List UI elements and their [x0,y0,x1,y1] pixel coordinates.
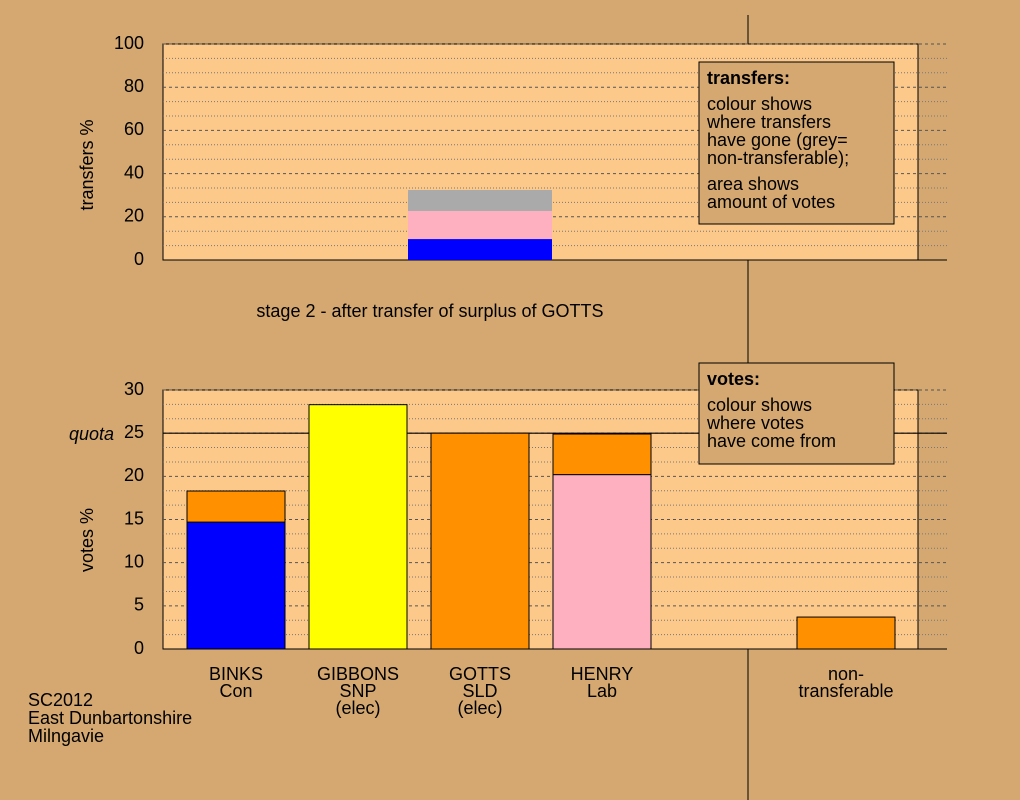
legend-text: where transfers [706,112,831,132]
legend-text: amount of votes [707,192,835,212]
legend-text: area shows [707,174,799,194]
footer-text: SC2012 [28,690,93,710]
bar-segment [186,490,286,523]
y-tick-label: 5 [134,595,144,615]
y-tick-label: 100 [114,33,144,53]
y-tick-label: 20 [124,465,144,485]
x-tick-label: non- [828,664,864,684]
x-tick-label: HENRY [571,664,634,684]
quota-label: quota [69,424,114,444]
x-tick-label: SLD [462,681,497,701]
bar-segment [552,474,652,650]
y-axis-label: transfers % [77,119,97,210]
y-tick-label: 40 [124,162,144,182]
legend-box [698,362,895,465]
y-tick-label: 30 [124,379,144,399]
legend-title: transfers: [707,68,790,88]
bar-segment [552,433,652,476]
footer-text: Milngavie [28,726,104,746]
legend-text: colour shows [707,395,812,415]
legend-text: colour shows [707,94,812,114]
bar-segment [408,190,552,211]
bar-segment [308,404,408,650]
y-tick-label: 0 [134,638,144,658]
y-tick-label: 60 [124,119,144,139]
x-tick-label: SNP [339,681,376,701]
legend-text: have gone (grey= [707,130,848,150]
x-tick-label: transferable [798,681,893,701]
legend-text: where votes [706,413,804,433]
x-tick-label: GOTTS [449,664,511,684]
y-axis-label: votes % [77,508,97,572]
x-tick-label: (elec) [335,698,380,718]
x-tick-label: Con [219,681,252,701]
footer-text: East Dunbartonshire [28,708,192,728]
x-tick-label: GIBBONS [317,664,399,684]
bar-segment [186,521,286,650]
y-tick-label: 80 [124,76,144,96]
y-tick-label: 0 [134,249,144,269]
x-tick-label: Lab [587,681,617,701]
legend-text: have come from [707,431,836,451]
y-tick-label: 25 [124,422,144,442]
legend-box [698,61,895,225]
bar-segment [796,616,896,650]
y-tick-label: 10 [124,551,144,571]
legend-title: votes: [707,369,760,389]
bar-segment [408,239,552,260]
x-tick-label: BINKS [209,664,263,684]
bar-segment [408,210,552,240]
y-tick-label: 15 [124,508,144,528]
bar-segment [430,432,530,650]
y-tick-label: 20 [124,206,144,226]
subtitle: stage 2 - after transfer of surplus of G… [256,301,603,321]
legend-text: non-transferable); [707,148,849,168]
x-tick-label: (elec) [457,698,502,718]
